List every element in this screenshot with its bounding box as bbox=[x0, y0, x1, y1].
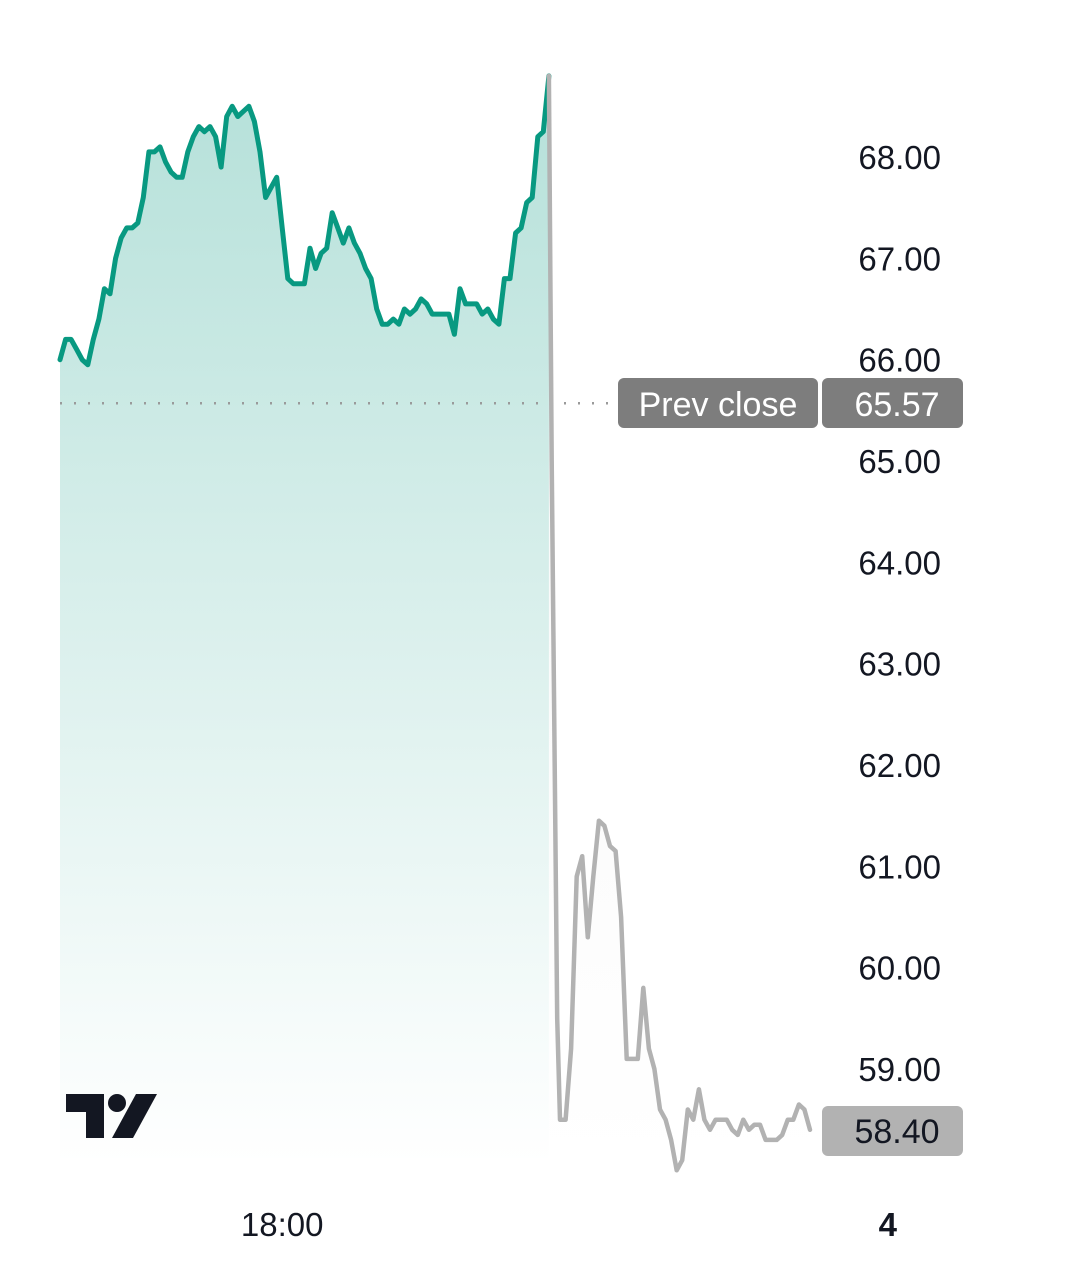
y-tick-label: 68.00 bbox=[858, 139, 941, 176]
y-tick-label: 62.00 bbox=[858, 747, 941, 784]
post-market-price-line bbox=[546, 73, 813, 1173]
y-tick-label: 67.00 bbox=[858, 240, 941, 277]
area-fills bbox=[60, 75, 810, 1171]
y-tick-label: 60.00 bbox=[858, 950, 941, 987]
x-axis: 18:00 4 bbox=[241, 1206, 898, 1243]
prev-close-badge: Prev close 65.57 bbox=[618, 378, 963, 428]
prev-close-label: Prev close bbox=[639, 386, 798, 424]
y-tick-label: 64.00 bbox=[858, 544, 941, 581]
x-tick-label: 18:00 bbox=[241, 1206, 324, 1243]
last-price-value: 58.40 bbox=[854, 1113, 939, 1151]
x-tick-label: 4 bbox=[879, 1206, 898, 1243]
price-lines bbox=[57, 73, 813, 1173]
y-tick-label: 66.00 bbox=[858, 342, 941, 379]
tradingview-logo[interactable] bbox=[66, 1094, 157, 1138]
post-market-area bbox=[548, 75, 810, 1171]
prev-close-value: 65.57 bbox=[854, 386, 939, 424]
y-tick-label: 65.00 bbox=[858, 443, 941, 480]
regular-price-line bbox=[57, 73, 552, 368]
y-axis: 68.00 67.00 66.00 65.00 64.00 63.00 62.00 61.00… bbox=[858, 139, 941, 1088]
y-tick-label: 59.00 bbox=[858, 1051, 941, 1088]
regular-area bbox=[60, 75, 549, 1165]
last-price-badge: 58.40 bbox=[822, 1106, 963, 1156]
y-tick-label: 63.00 bbox=[858, 646, 941, 683]
y-tick-label: 61.00 bbox=[858, 848, 941, 885]
